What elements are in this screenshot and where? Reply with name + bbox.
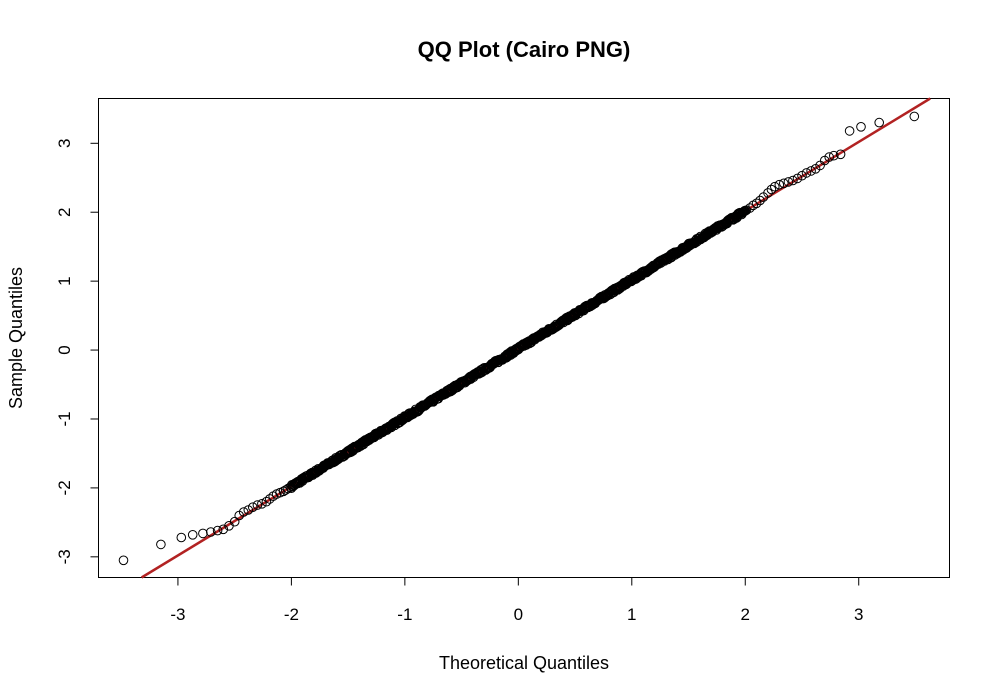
points-layer bbox=[118, 111, 920, 566]
chart-title: QQ Plot (Cairo PNG) bbox=[418, 37, 631, 62]
data-point bbox=[252, 500, 263, 510]
y-axis: -3 -2 -1 0 1 2 3 bbox=[55, 139, 99, 564]
x-axis-label: Theoretical Quantiles bbox=[439, 653, 609, 673]
x-tick-label: -3 bbox=[170, 605, 185, 624]
y-tick-label: -3 bbox=[55, 549, 74, 564]
data-point bbox=[801, 168, 812, 178]
plot-frame bbox=[98, 98, 950, 578]
data-point bbox=[261, 496, 272, 507]
data-point bbox=[909, 111, 920, 122]
data-point bbox=[156, 539, 166, 550]
x-tick-label: 2 bbox=[741, 605, 750, 624]
data-point-band bbox=[738, 206, 749, 217]
x-tick-label: -1 bbox=[397, 605, 412, 624]
y-tick-label: -2 bbox=[55, 480, 74, 495]
data-point bbox=[198, 528, 208, 539]
y-tick-label: 1 bbox=[55, 276, 74, 285]
x-axis: -3 -2 -1 0 1 2 3 bbox=[170, 577, 863, 624]
x-tick-label: -2 bbox=[284, 605, 299, 624]
data-point bbox=[856, 122, 866, 132]
data-point bbox=[238, 507, 249, 517]
y-tick-label: -1 bbox=[55, 411, 74, 426]
data-point bbox=[176, 532, 187, 543]
data-point bbox=[257, 499, 267, 509]
data-point bbox=[212, 525, 223, 536]
y-tick-label: 3 bbox=[55, 139, 74, 148]
data-point bbox=[187, 530, 198, 540]
data-point bbox=[751, 198, 762, 209]
data-point bbox=[779, 178, 789, 189]
data-point bbox=[774, 179, 785, 190]
data-point bbox=[218, 524, 229, 535]
y-axis-label: Sample Quantiles bbox=[6, 267, 26, 409]
data-point bbox=[265, 494, 275, 504]
data-point bbox=[874, 117, 885, 128]
data-point-band bbox=[740, 206, 751, 216]
data-point bbox=[118, 555, 129, 566]
data-point bbox=[206, 527, 216, 537]
x-tick-label: 1 bbox=[627, 605, 636, 624]
data-point bbox=[229, 516, 240, 527]
x-tick-label: 0 bbox=[514, 605, 523, 624]
data-point bbox=[788, 175, 798, 186]
data-point bbox=[766, 184, 777, 195]
data-point bbox=[755, 195, 765, 206]
x-tick-label: 3 bbox=[854, 605, 863, 624]
y-tick-label: 2 bbox=[55, 207, 74, 216]
data-point bbox=[770, 181, 780, 192]
data-point bbox=[783, 177, 794, 187]
data-point bbox=[844, 126, 855, 136]
data-point bbox=[835, 149, 846, 160]
data-point bbox=[248, 502, 258, 513]
data-point bbox=[829, 150, 839, 161]
y-tick-label: 0 bbox=[55, 345, 74, 354]
data-point bbox=[806, 166, 816, 176]
data-point bbox=[763, 188, 773, 198]
data-point bbox=[824, 152, 835, 162]
